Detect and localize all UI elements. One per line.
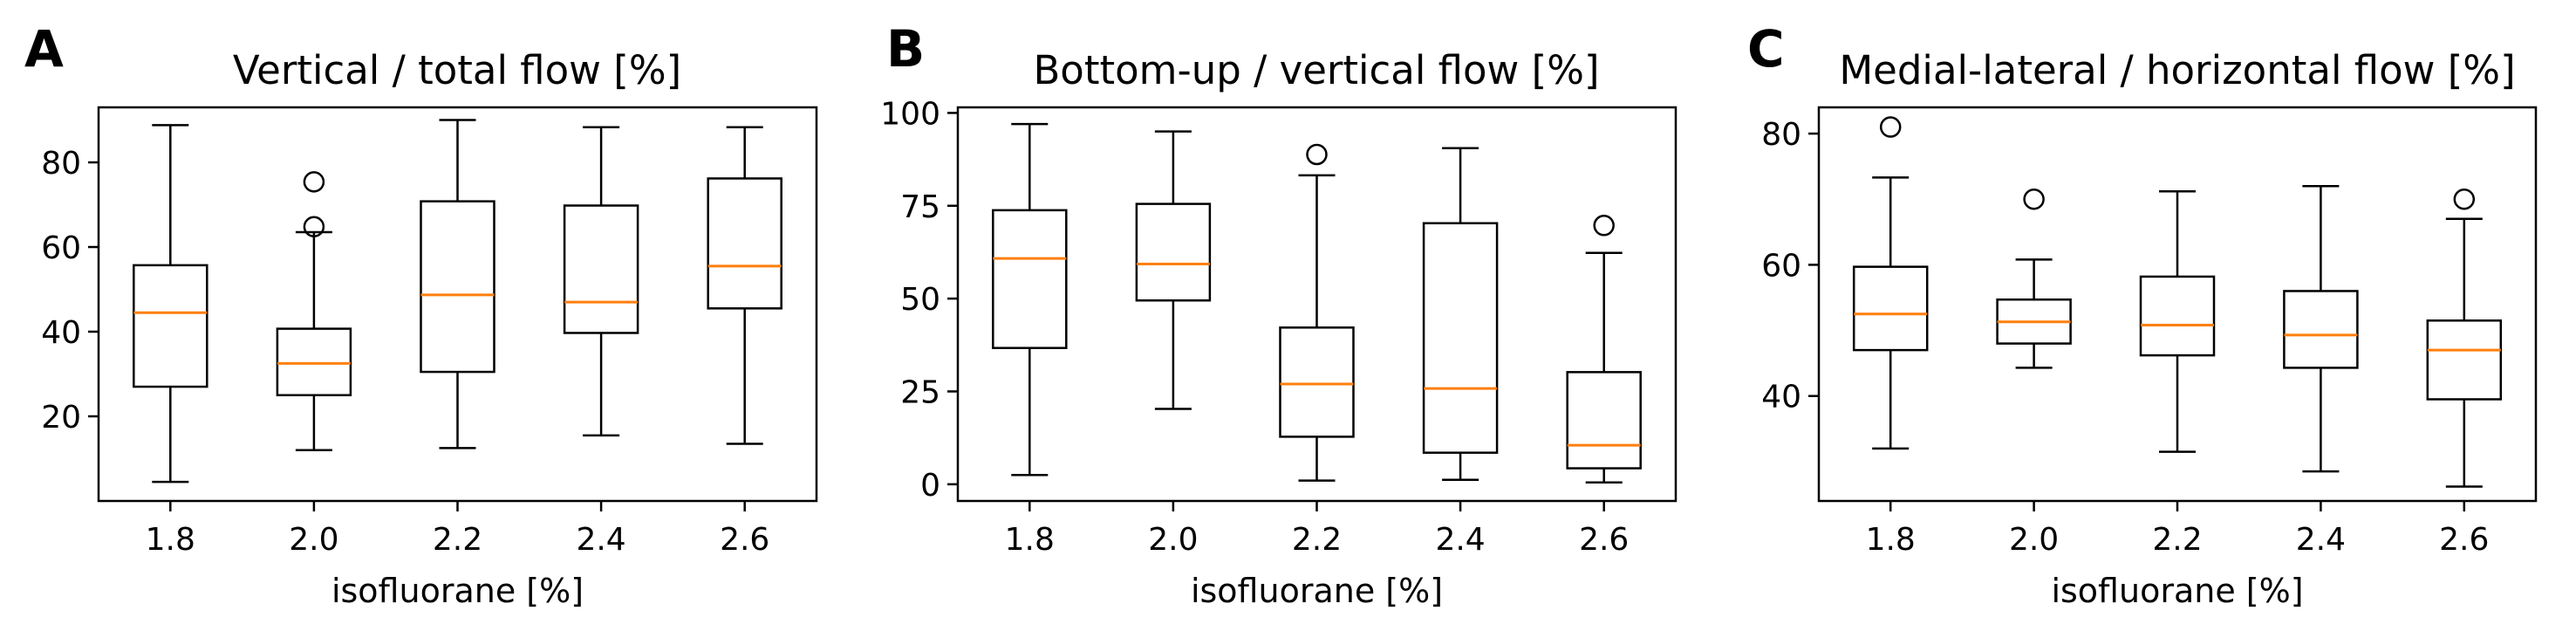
- outlier-point: [303, 171, 325, 193]
- y-tick-label: 40: [1761, 380, 1801, 415]
- x-tick-label: 2.2: [433, 522, 482, 558]
- outlier-point: [2023, 188, 2045, 210]
- x-axis-label: isofluorane [%]: [2051, 572, 2303, 610]
- box-body: [2139, 275, 2216, 357]
- panel-b: B Bottom-up / vertical flow [%] 0 25 50 75 100…: [880, 19, 1677, 610]
- box-2.2: [420, 119, 495, 449]
- x-tick-label: 2.0: [289, 522, 338, 558]
- box-body: [133, 264, 208, 388]
- box-body: [420, 200, 495, 374]
- x-tick-label: 2.2: [1292, 522, 1342, 558]
- box-2.2: [1279, 143, 1355, 482]
- y-tick-label: 50: [900, 282, 940, 318]
- box-1.8: [992, 122, 1068, 477]
- x-tick-label: 2.6: [720, 522, 769, 558]
- box-body: [1566, 371, 1642, 470]
- y-tick-label: 80: [1761, 117, 1801, 153]
- box-body: [1279, 326, 1355, 438]
- panel-letter: A: [24, 19, 64, 79]
- outlier-point: [1306, 143, 1328, 166]
- panel-c: C Medial-lateral / horizontal flow [%] 40 6…: [1747, 19, 2538, 610]
- box-body: [992, 209, 1068, 349]
- panel-a: A Vertical / total flow [%] 20 40 60 80 1.8 2.0…: [24, 19, 818, 610]
- y-tick-label: 80: [41, 146, 81, 182]
- box-2.6: [1566, 215, 1642, 484]
- x-tick-label: 2.4: [576, 522, 625, 558]
- x-tick-label: 1.8: [1866, 522, 1916, 558]
- y-tick-label: 75: [900, 189, 940, 225]
- x-tick-label: 2.0: [1148, 522, 1198, 558]
- box-body: [2426, 319, 2503, 401]
- box-body: [707, 177, 782, 310]
- chart-title: Medial-lateral / horizontal flow [%]: [1839, 47, 2515, 93]
- panel-letter: C: [1747, 19, 1785, 79]
- y-tick-label: 0: [920, 468, 940, 504]
- outlier-point: [1879, 116, 1902, 138]
- box-2.0: [276, 171, 352, 452]
- box-body: [1852, 265, 1929, 352]
- y-tick-label: 100: [880, 96, 940, 132]
- outlier-point: [1593, 215, 1615, 237]
- box-2.6: [707, 126, 782, 445]
- box-2.4: [1422, 147, 1499, 481]
- box-2.6: [2426, 188, 2503, 488]
- x-tick-label: 2.4: [2296, 522, 2346, 558]
- box-2.4: [2283, 184, 2359, 473]
- y-tick-label: 40: [41, 315, 81, 351]
- box-body: [2283, 290, 2359, 369]
- box-2.0: [1996, 188, 2072, 369]
- box-1.8: [133, 124, 208, 484]
- box-1.8: [1852, 116, 1929, 450]
- box-body: [276, 327, 352, 397]
- box-body: [563, 204, 639, 334]
- chart-title: Bottom-up / vertical flow [%]: [1033, 47, 1599, 93]
- x-tick-label: 2.0: [2009, 522, 2059, 558]
- x-tick-label: 1.8: [1005, 522, 1055, 558]
- x-tick-label: 2.6: [1579, 522, 1629, 558]
- y-tick-label: 60: [41, 230, 81, 266]
- x-tick-label: 2.6: [2439, 522, 2489, 558]
- box-body: [1422, 222, 1499, 454]
- box-2.0: [1135, 130, 1212, 410]
- y-tick-label: 25: [900, 374, 940, 410]
- x-tick-label: 2.4: [1435, 522, 1485, 558]
- chart-title: Vertical / total flow [%]: [233, 47, 681, 93]
- x-tick-label: 2.2: [2152, 522, 2202, 558]
- panel-letter: B: [886, 19, 925, 79]
- box-2.2: [2139, 189, 2216, 453]
- outlier-point: [303, 216, 325, 238]
- x-axis-label: isofluorane [%]: [1191, 572, 1443, 610]
- y-tick-label: 20: [41, 400, 81, 436]
- box-2.4: [563, 126, 639, 437]
- outlier-point: [2453, 188, 2476, 210]
- x-tick-label: 1.8: [146, 522, 195, 558]
- x-axis-label: isofluorane [%]: [331, 572, 584, 610]
- box-body: [1135, 202, 1212, 302]
- y-tick-label: 60: [1761, 248, 1801, 284]
